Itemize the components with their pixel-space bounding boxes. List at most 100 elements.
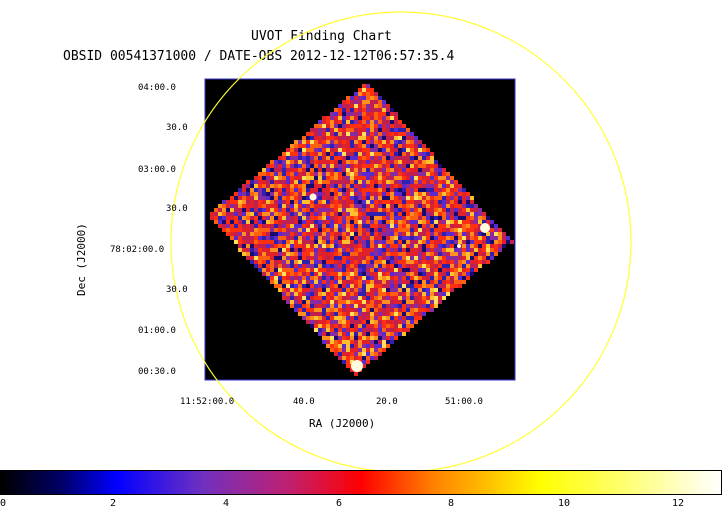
image-pixel [394,144,398,148]
image-pixel [438,300,442,304]
image-pixel [438,184,442,188]
image-pixel [362,216,366,220]
image-pixel [354,268,358,272]
image-pixel [434,160,438,164]
image-pixel [334,344,338,348]
image-pixel [366,344,370,348]
image-pixel [282,204,286,208]
image-pixel [358,300,362,304]
y-tick-label: 00:30.0 [138,367,176,377]
image-pixel [258,248,262,252]
image-pixel [342,328,346,332]
image-pixel [378,308,382,312]
image-pixel [402,236,406,240]
image-pixel [326,252,330,256]
image-pixel [270,260,274,264]
image-pixel [354,336,358,340]
image-pixel [298,288,302,292]
image-pixel [418,296,422,300]
image-pixel [350,260,354,264]
image-pixel [462,236,466,240]
image-pixel [410,288,414,292]
image-pixel [334,260,338,264]
image-pixel [334,308,338,312]
image-pixel [422,144,426,148]
image-pixel [450,228,454,232]
image-pixel [510,240,514,244]
image-pixel [298,308,302,312]
image-pixel [302,172,306,176]
image-pixel [246,248,250,252]
image-pixel [278,164,282,168]
image-pixel [282,248,286,252]
image-pixel [290,216,294,220]
image-pixel [358,136,362,140]
image-pixel [410,292,414,296]
image-pixel [322,116,326,120]
image-pixel [366,184,370,188]
image-pixel [322,292,326,296]
image-pixel [314,272,318,276]
image-pixel [334,340,338,344]
image-pixel [222,220,226,224]
image-pixel [390,320,394,324]
image-pixel [382,196,386,200]
image-pixel [342,244,346,248]
image-pixel [354,128,358,132]
image-pixel [314,300,318,304]
image-pixel [442,196,446,200]
image-pixel [490,244,494,248]
image-pixel [326,320,330,324]
image-pixel [302,268,306,272]
image-pixel [358,168,362,172]
image-pixel [418,196,422,200]
image-pixel [394,308,398,312]
image-pixel [414,244,418,248]
image-pixel [438,292,442,296]
image-pixel [290,228,294,232]
image-pixel [346,268,350,272]
image-pixel [426,264,430,268]
image-pixel [262,192,266,196]
image-pixel [230,208,234,212]
image-pixel [274,244,278,248]
image-pixel [386,192,390,196]
image-pixel [374,100,378,104]
image-pixel [346,360,350,364]
image-pixel [458,284,462,288]
image-pixel [430,204,434,208]
image-pixel [294,300,298,304]
image-pixel [278,288,282,292]
image-pixel [342,260,346,264]
image-pixel [314,152,318,156]
image-pixel [410,200,414,204]
image-pixel [358,268,362,272]
image-pixel [402,324,406,328]
image-pixel [250,240,254,244]
image-pixel [246,244,250,248]
image-pixel [338,316,342,320]
image-pixel [382,296,386,300]
image-pixel [438,200,442,204]
image-pixel [326,308,330,312]
image-pixel [370,272,374,276]
image-pixel [334,168,338,172]
image-pixel [334,304,338,308]
image-pixel [406,304,410,308]
image-pixel [254,224,258,228]
image-pixel [310,176,314,180]
image-pixel [298,140,302,144]
image-pixel [390,340,394,344]
image-pixel [330,112,334,116]
image-pixel [310,248,314,252]
image-pixel [390,172,394,176]
image-pixel [382,292,386,296]
image-pixel [414,220,418,224]
image-pixel [442,260,446,264]
image-pixel [406,312,410,316]
image-pixel [382,336,386,340]
image-pixel [474,248,478,252]
image-pixel [234,208,238,212]
image-pixel [310,240,314,244]
image-pixel [334,184,338,188]
